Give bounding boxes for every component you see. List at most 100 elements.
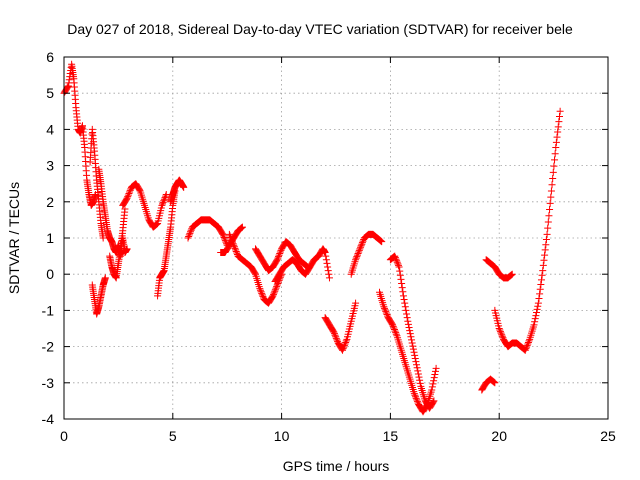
- data-point: [541, 251, 549, 259]
- x-tick-label: 0: [60, 428, 68, 444]
- data-point: [219, 230, 227, 238]
- data-point: [496, 328, 504, 336]
- data-point: [397, 275, 405, 283]
- data-point: [180, 183, 188, 191]
- data-point: [159, 200, 167, 208]
- data-point: [429, 398, 437, 406]
- data-point: [399, 288, 407, 296]
- y-tick-label: 2: [46, 194, 54, 210]
- data-point: [359, 237, 367, 245]
- data-point: [229, 240, 237, 248]
- data-point: [256, 285, 264, 293]
- data-point: [272, 284, 280, 292]
- data-point: [550, 162, 558, 170]
- data-point: [430, 377, 438, 385]
- data-point: [547, 193, 555, 201]
- data-point: [380, 304, 388, 312]
- data-point: [539, 267, 547, 275]
- data-point: [414, 370, 422, 378]
- data-point: [391, 254, 399, 262]
- data-point: [340, 343, 348, 351]
- data-point: [225, 230, 233, 238]
- data-point: [273, 256, 281, 264]
- data-point: [556, 107, 564, 115]
- data-point: [542, 241, 550, 249]
- data-point: [549, 175, 557, 183]
- data-point: [162, 192, 170, 200]
- data-point: [382, 309, 390, 317]
- data-point: [324, 263, 332, 271]
- data-point: [159, 198, 167, 206]
- series-arc16: [376, 288, 440, 416]
- data-point: [237, 224, 245, 232]
- data-point: [273, 281, 281, 289]
- data-point: [508, 271, 516, 279]
- data-point: [534, 302, 542, 310]
- x-tick-label: 5: [169, 428, 177, 444]
- y-axis-label: SDTVAR / TECUs: [6, 182, 22, 294]
- data-point: [497, 329, 505, 337]
- data-point: [411, 354, 419, 362]
- data-point: [392, 330, 400, 338]
- data-point: [276, 248, 284, 256]
- data-point: [153, 220, 161, 228]
- data-point: [357, 242, 365, 250]
- data-point: [160, 197, 168, 205]
- data-point: [187, 226, 195, 234]
- data-point: [251, 269, 259, 277]
- data-point: [405, 323, 413, 331]
- y-tick-label: 4: [46, 121, 54, 137]
- data-point: [415, 373, 423, 381]
- data-point: [547, 187, 555, 195]
- data-point: [553, 133, 561, 141]
- data-point: [539, 261, 547, 269]
- data-point: [404, 317, 412, 325]
- data-point: [524, 340, 532, 348]
- data-point: [126, 188, 134, 196]
- grid: [64, 57, 608, 419]
- data-point: [525, 337, 533, 345]
- data-point: [185, 231, 193, 239]
- data-point: [402, 306, 410, 314]
- data-point: [125, 190, 133, 198]
- x-tick-label: 10: [274, 428, 290, 444]
- data-point: [342, 337, 350, 345]
- data-point: [270, 289, 278, 297]
- data-point: [537, 276, 545, 284]
- data-point: [401, 303, 409, 311]
- data-point: [544, 224, 552, 232]
- data-point: [324, 267, 332, 275]
- data-point: [401, 299, 409, 307]
- data-point: [339, 345, 347, 353]
- data-point: [232, 247, 240, 255]
- data-point: [398, 280, 406, 288]
- data-point: [406, 327, 414, 335]
- data-point: [531, 318, 539, 326]
- data-point: [538, 271, 546, 279]
- data-point: [227, 235, 235, 243]
- data-point: [228, 238, 236, 246]
- data-point: [257, 288, 265, 296]
- data-point: [432, 364, 440, 372]
- series-arc3: [88, 274, 109, 318]
- data-point: [353, 253, 361, 261]
- data-point: [352, 254, 360, 262]
- data-point: [273, 283, 281, 291]
- y-tick-label: -1: [42, 302, 55, 318]
- data-point: [219, 232, 227, 240]
- y-tick-label: 3: [46, 158, 54, 174]
- data-point: [152, 221, 160, 229]
- data-point: [271, 286, 279, 294]
- data-point: [490, 378, 498, 386]
- y-tick-label: -4: [42, 411, 55, 427]
- data-point: [381, 306, 389, 314]
- data-point: [227, 233, 235, 241]
- data-point: [556, 112, 564, 120]
- data-point: [321, 248, 329, 256]
- data-point: [531, 315, 539, 323]
- data-point: [403, 314, 411, 322]
- data-point: [376, 237, 384, 245]
- data-point: [409, 345, 417, 353]
- data-point: [393, 257, 401, 265]
- data-point: [430, 374, 438, 382]
